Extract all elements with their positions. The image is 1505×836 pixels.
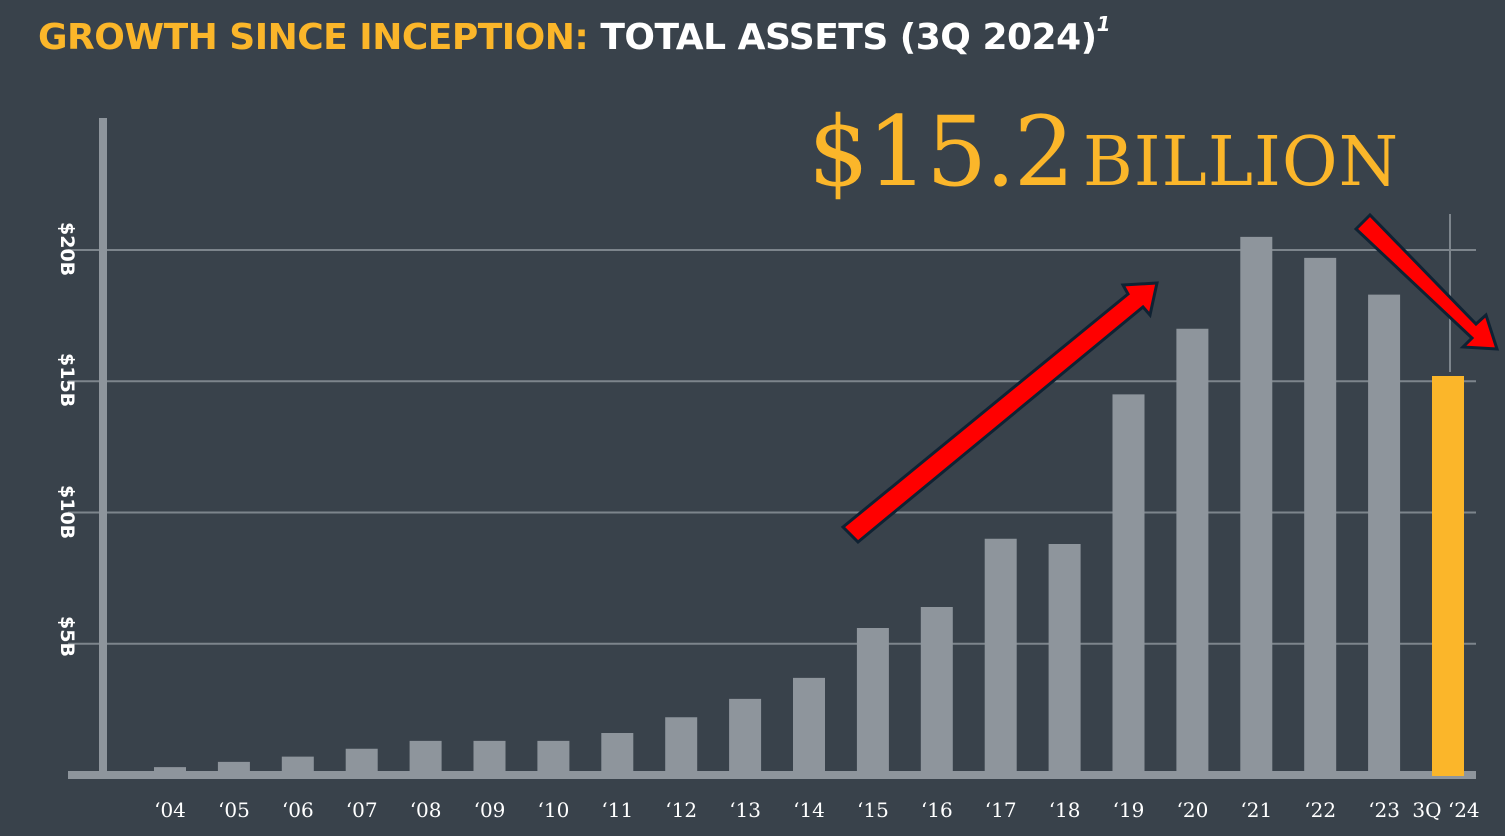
title-main: TOTAL ASSETS (3Q 2024)	[600, 17, 1097, 58]
title-accent: GROWTH SINCE INCEPTION:	[38, 17, 589, 58]
x-tick-label: ‘21	[1240, 798, 1273, 822]
x-tick-label: ‘09	[473, 798, 506, 822]
y-tick-label: $15B	[56, 353, 78, 408]
bar	[281, 756, 314, 775]
y-axis-line	[99, 118, 107, 778]
x-tick-label: ‘20	[1176, 798, 1209, 822]
bar	[409, 740, 442, 775]
bar	[729, 698, 762, 775]
y-tick-label: $10B	[56, 484, 78, 539]
x-tick-label: ‘08	[409, 798, 442, 822]
bar	[665, 717, 698, 775]
x-tick-label: ‘14	[793, 798, 825, 822]
x-tick-label: ‘04	[154, 798, 186, 822]
highlighted-bar-base	[1432, 771, 1464, 776]
x-tick-label: ‘06	[281, 798, 314, 822]
bar	[473, 740, 506, 775]
bar	[1304, 257, 1337, 775]
x-tick-label: ‘10	[537, 798, 570, 822]
bar	[856, 628, 889, 775]
x-tick-label: ‘18	[1048, 798, 1081, 822]
x-tick-label: ‘12	[665, 798, 698, 822]
x-tick-label: ‘19	[1112, 798, 1145, 822]
x-tick-label: ‘16	[920, 798, 953, 822]
chart-title: GROWTH SINCE INCEPTION: TOTAL ASSETS (3Q…	[38, 12, 1111, 58]
trend-down-arrow	[1353, 212, 1500, 351]
x-tick-label: ‘23	[1368, 798, 1400, 822]
trend-up-arrow	[840, 281, 1159, 545]
callout-unit: BILLION	[1082, 123, 1400, 202]
x-axis-line	[68, 771, 1476, 779]
bar	[1176, 328, 1209, 775]
x-tick-label: 3Q ‘24	[1412, 798, 1480, 822]
callout-value: $15.2	[808, 96, 1075, 208]
bar	[1112, 394, 1145, 775]
highlighted-bar	[1432, 376, 1464, 778]
bar	[920, 607, 953, 775]
bar	[1048, 544, 1081, 775]
total-assets-callout: $15.2 BILLION	[808, 96, 1399, 208]
bar	[793, 677, 825, 775]
x-tick-label: ‘11	[601, 798, 634, 822]
y-tick-label: $5B	[56, 615, 78, 657]
y-tick-label: $20B	[56, 222, 78, 277]
x-tick-label: ‘15	[856, 798, 889, 822]
x-tick-label: ‘07	[345, 798, 378, 822]
bar	[984, 538, 1017, 775]
x-tick-label: ‘05	[217, 798, 250, 822]
title-footnote: 1	[1096, 12, 1111, 36]
x-tick-label: ‘17	[984, 798, 1017, 822]
bar	[345, 748, 378, 775]
bar	[1240, 236, 1273, 775]
bar	[1368, 294, 1401, 775]
bar	[601, 733, 634, 775]
x-tick-label: ‘13	[729, 798, 761, 822]
x-tick-label: ‘22	[1304, 798, 1337, 822]
bar	[537, 740, 570, 775]
